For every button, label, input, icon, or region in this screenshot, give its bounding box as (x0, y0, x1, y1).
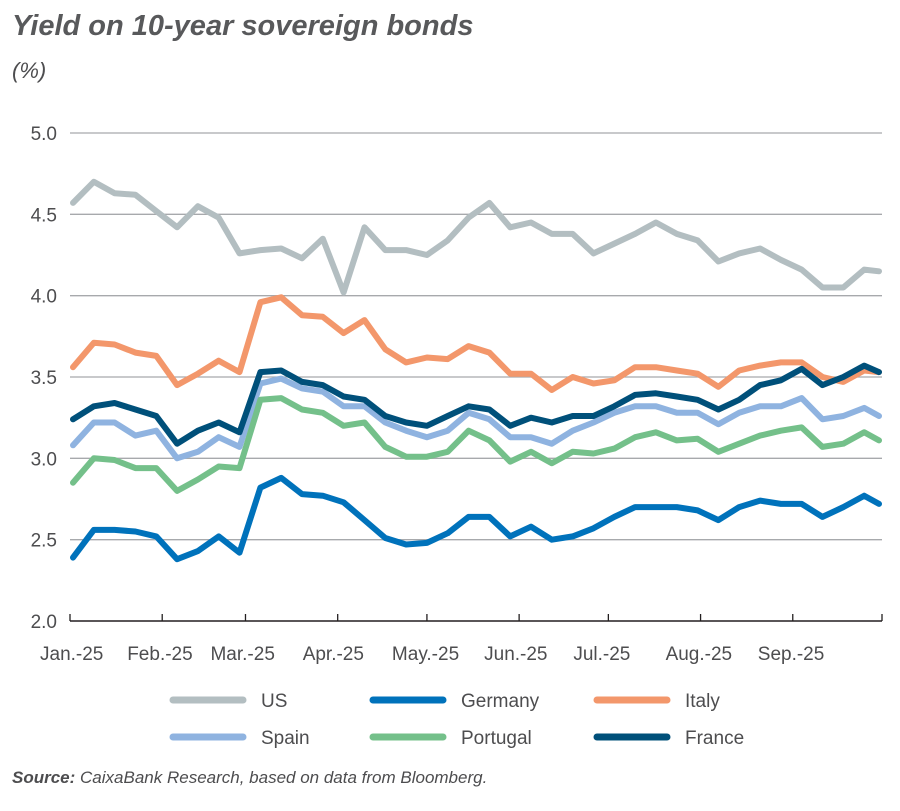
source-label: Source: (12, 768, 76, 787)
source-text: CaixaBank Research, based on data from B… (80, 768, 488, 787)
x-tick-label: Mar.-25 (210, 644, 274, 665)
series-line-germany (70, 474, 882, 563)
legend-label-portugal: Portugal (461, 728, 532, 749)
y-tick-label: 3.5 (31, 368, 57, 389)
series-line-france (70, 362, 882, 447)
y-tick-label: 2.0 (31, 612, 57, 633)
x-tick-label: Jan.-25 (40, 644, 103, 665)
y-tick-label: 5.0 (31, 124, 57, 145)
series-line-portugal (70, 395, 882, 494)
y-tick-label: 4.0 (31, 287, 57, 308)
series-line-spain (70, 375, 882, 462)
chart-title: Yield on 10-year sovereign bonds (12, 10, 474, 42)
y-tick-label: 3.0 (31, 449, 57, 470)
y-tick-label: 4.5 (31, 205, 57, 226)
x-tick-label: Jul.-25 (573, 644, 630, 665)
y-tick-label: 2.5 (31, 531, 57, 552)
series-line-italy (70, 294, 882, 393)
legend-label-germany: Germany (461, 691, 540, 712)
x-tick-label: Apr.-25 (303, 644, 364, 665)
series-line-us (70, 178, 882, 296)
legend-label-france: France (685, 728, 744, 749)
x-tick-label: Aug.-25 (666, 644, 733, 665)
unit-label: (%) (12, 58, 47, 83)
x-tick-label: Feb.-25 (127, 644, 192, 665)
legend-label-spain: Spain (261, 728, 310, 749)
legend-label-italy: Italy (685, 691, 720, 712)
x-tick-label: Jun.-25 (484, 644, 547, 665)
legend-label-us: US (261, 691, 287, 712)
x-tick-label: May.-25 (392, 644, 459, 665)
source-note: Source: CaixaBank Research, based on dat… (12, 768, 487, 788)
x-tick-label: Sep.-25 (758, 644, 825, 665)
